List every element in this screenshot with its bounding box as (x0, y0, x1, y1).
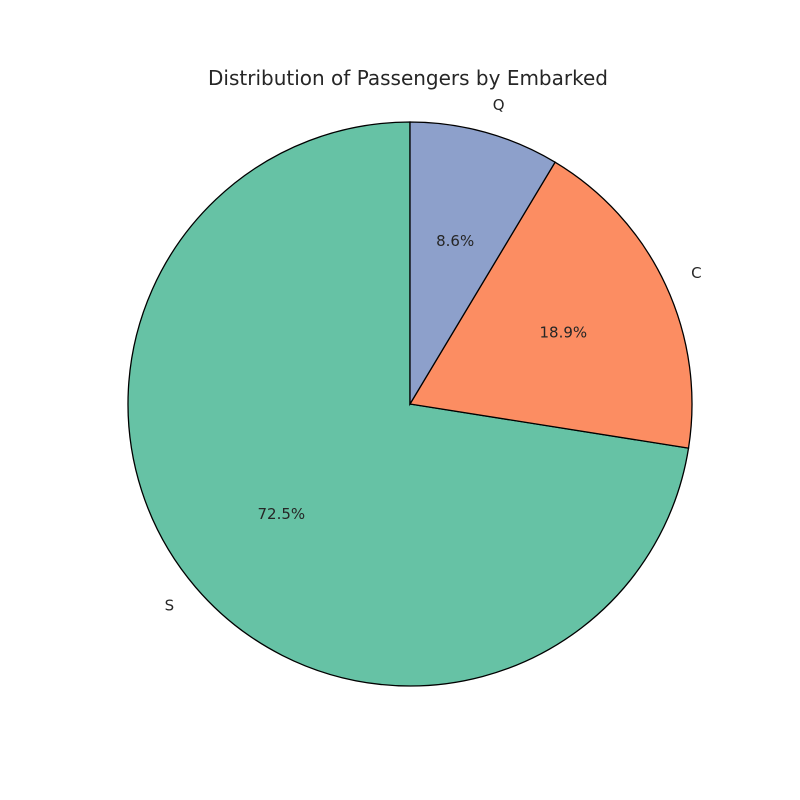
chart-title: Distribution of Passengers by Embarked (208, 66, 608, 90)
pie-slice-c (408, 161, 693, 449)
pie-slice-s (127, 121, 690, 687)
category-label-c: C (691, 264, 701, 282)
category-label-s: S (165, 596, 175, 614)
category-label-q: Q (493, 96, 505, 114)
pct-label-q: 8.6% (436, 232, 474, 250)
pct-label-s: 72.5% (258, 505, 306, 523)
pct-label-c: 18.9% (539, 323, 587, 341)
pie-slice-q (409, 121, 556, 407)
